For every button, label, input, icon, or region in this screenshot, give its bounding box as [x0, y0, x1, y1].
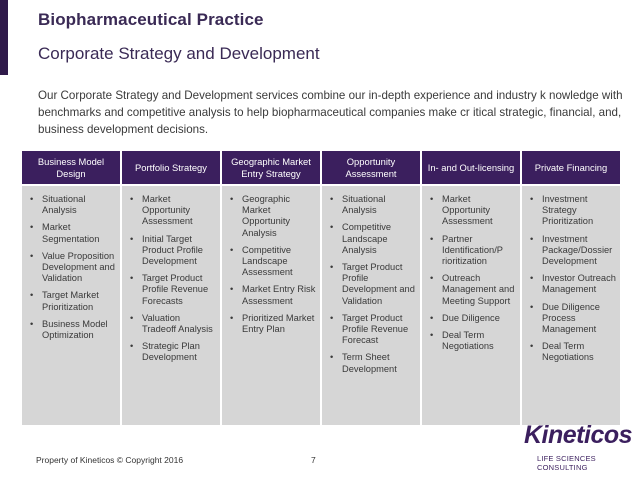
page-number: 7: [311, 455, 316, 465]
column-body: Market Opportunity Assessment Initial Tar…: [122, 186, 220, 425]
list-item: Investment Strategy Prioritization: [528, 194, 616, 228]
column-heading: Private Financing: [522, 151, 620, 184]
bullet-list: Situational Analysis Market Segmentation V…: [28, 194, 116, 341]
list-item: Business Model Optimization: [28, 319, 116, 341]
service-column: Private Financing Investment Strategy Pri…: [522, 151, 620, 425]
list-item: Value Proposition Development and Valida…: [28, 251, 116, 285]
list-item: Target Product Profile Revenue Forecast: [328, 313, 416, 347]
list-item: Initial Target Product Profile Developme…: [128, 234, 216, 268]
service-column: Portfolio Strategy Market Opportunity Ass…: [122, 151, 220, 425]
list-item: Outreach Management and Meeting Support: [428, 273, 516, 307]
list-item: Valuation Tradeoff Analysis: [128, 313, 216, 335]
list-item: Market Entry Risk Assessment: [228, 284, 316, 306]
list-item: Deal Term Negotiations: [428, 330, 516, 352]
service-column: In- and Out-licensing Market Opportunity …: [422, 151, 520, 425]
list-item: Investor Outreach Management: [528, 273, 616, 295]
column-heading: Portfolio Strategy: [122, 151, 220, 184]
list-item: Term Sheet Development: [328, 352, 416, 374]
service-column: Business Model Design Situational Analysi…: [22, 151, 120, 425]
list-item: Market Opportunity Assessment: [428, 194, 516, 228]
bullet-list: Market Opportunity Assessment Partner Ide…: [428, 194, 516, 352]
list-item: Competitive Landscape Analysis: [328, 222, 416, 256]
list-item: Target Product Profile Development and V…: [328, 262, 416, 307]
list-item: Situational Analysis: [328, 194, 416, 216]
list-item: Investment Package/Dossier Development: [528, 234, 616, 268]
slide-title: Biopharmaceutical Practice: [38, 10, 264, 29]
service-column: Geographic Market Entry Strategy Geograph…: [222, 151, 320, 425]
list-item: Market Segmentation: [28, 222, 116, 244]
list-item: Competitive Landscape Assessment: [228, 245, 316, 279]
list-item: Geographic Market Opportunity Analysis: [228, 194, 316, 239]
list-item: Situational Analysis: [28, 194, 116, 216]
bullet-list: Geographic Market Opportunity Analysis Co…: [228, 194, 316, 335]
slide-subtitle: Corporate Strategy and Development: [38, 44, 320, 63]
accent-bar: [0, 0, 8, 75]
column-body: Investment Strategy Prioritization Invest…: [522, 186, 620, 425]
bullet-list: Situational Analysis Competitive Landscap…: [328, 194, 416, 375]
list-item: Deal Term Negotiations: [528, 341, 616, 363]
bullet-list: Investment Strategy Prioritization Invest…: [528, 194, 616, 364]
column-body: Situational Analysis Competitive Landscap…: [322, 186, 420, 425]
list-item: Strategic Plan Development: [128, 341, 216, 363]
column-heading: In- and Out-licensing: [422, 151, 520, 184]
service-column: Opportunity Assessment Situational Analys…: [322, 151, 420, 425]
copyright-footer: Property of Kineticos © Copyright 2016: [36, 455, 184, 465]
column-heading: Opportunity Assessment: [322, 151, 420, 184]
logo-wordmark: Kineticos: [524, 421, 633, 449]
list-item: Market Opportunity Assessment: [128, 194, 216, 228]
list-item: Partner Identification/P rioritization: [428, 234, 516, 268]
intro-paragraph: Our Corporate Strategy and Development s…: [38, 89, 623, 136]
services-grid: Business Model Design Situational Analysi…: [22, 151, 620, 425]
list-item: Target Product Profile Revenue Forecasts: [128, 273, 216, 307]
column-heading: Geographic Market Entry Strategy: [222, 151, 320, 184]
list-item: Due Diligence Process Management: [528, 302, 616, 336]
column-heading: Business Model Design: [22, 151, 120, 184]
bullet-list: Market Opportunity Assessment Initial Tar…: [128, 194, 216, 364]
logo-tagline: LIFE SCIENCES CONSULTING: [537, 454, 596, 472]
kineticos-logo: Kineticos LIFE SCIENCES CONSULTING: [502, 421, 633, 472]
column-body: Market Opportunity Assessment Partner Ide…: [422, 186, 520, 425]
list-item: Prioritized Market Entry Plan: [228, 313, 316, 335]
list-item: Due Diligence: [428, 313, 516, 324]
column-body: Situational Analysis Market Segmentation V…: [22, 186, 120, 425]
column-body: Geographic Market Opportunity Analysis Co…: [222, 186, 320, 425]
list-item: Target Market Prioritization: [28, 290, 116, 312]
